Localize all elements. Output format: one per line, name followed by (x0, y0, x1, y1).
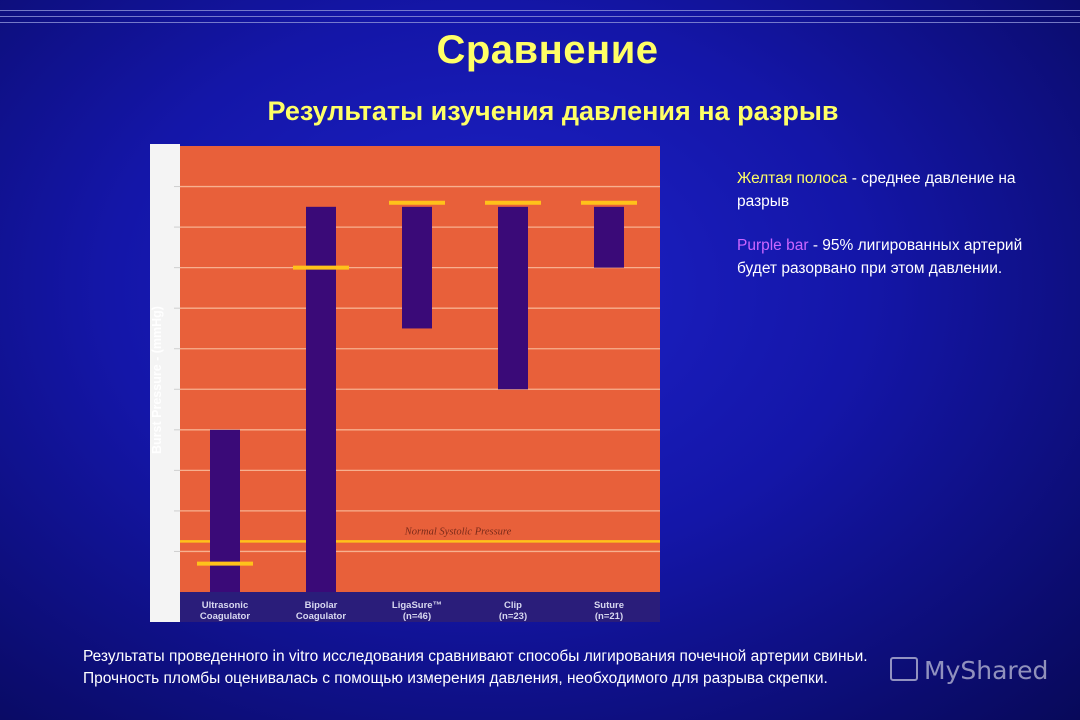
category-label: Ultrasonic (202, 600, 248, 611)
watermark: MyShared (890, 656, 1048, 685)
category-band (180, 592, 660, 622)
bar-2 (402, 206, 432, 329)
category-label: (n=23) (499, 611, 527, 622)
legend-purple-key: Purple bar (737, 237, 809, 254)
category-label: (n=21) (595, 611, 623, 622)
category-label: Coagulator (200, 611, 250, 622)
category-label: Bipolar (305, 600, 338, 611)
top-divider-line (0, 16, 1080, 17)
footnote-line-2: Прочность пломбы оценивалась с помощью и… (83, 670, 828, 687)
legend-yellow-bar: Желтая полоса - среднее давление на разр… (737, 167, 1057, 213)
legend-purple-bar: Purple bar - 95% лигированных артерий бу… (737, 234, 1057, 280)
slide-title: Сравнение (436, 28, 659, 72)
watermark-logo-icon (890, 657, 918, 681)
y-axis-label: Burst Pressure - (mmHg) (150, 306, 164, 454)
reference-line-label: Normal Systolic Pressure (404, 526, 512, 537)
footnote-line-1: Результаты проведенного in vitro исследо… (83, 648, 868, 665)
watermark-text: MyShared (924, 656, 1049, 685)
bar-4 (594, 206, 624, 268)
category-label: Suture (594, 600, 624, 611)
category-label: LigaSure™ (392, 600, 442, 611)
bar-0 (210, 429, 240, 592)
bar-3 (498, 206, 528, 390)
slide-subtitle: Результаты изучения давления на разрыв (267, 96, 839, 126)
legend-purple-text: - 95% лигированных артерий будет разорва… (737, 237, 1023, 277)
category-label: Clip (504, 600, 522, 611)
top-divider-line (0, 10, 1080, 11)
category-label: (n=46) (403, 611, 431, 622)
bar-1 (306, 206, 336, 592)
category-label: Coagulator (296, 611, 346, 622)
footnote: Результаты проведенного in vitro исследо… (83, 646, 1073, 690)
legend-yellow-key: Желтая полоса (737, 170, 848, 187)
y-axis-strip (150, 144, 180, 622)
burst-pressure-chart: Normal Systolic PressureUltrasonicCoagul… (150, 144, 660, 622)
legend-yellow-text: - среднее давление на разрыв (737, 170, 1016, 210)
top-divider-line (0, 22, 1080, 23)
